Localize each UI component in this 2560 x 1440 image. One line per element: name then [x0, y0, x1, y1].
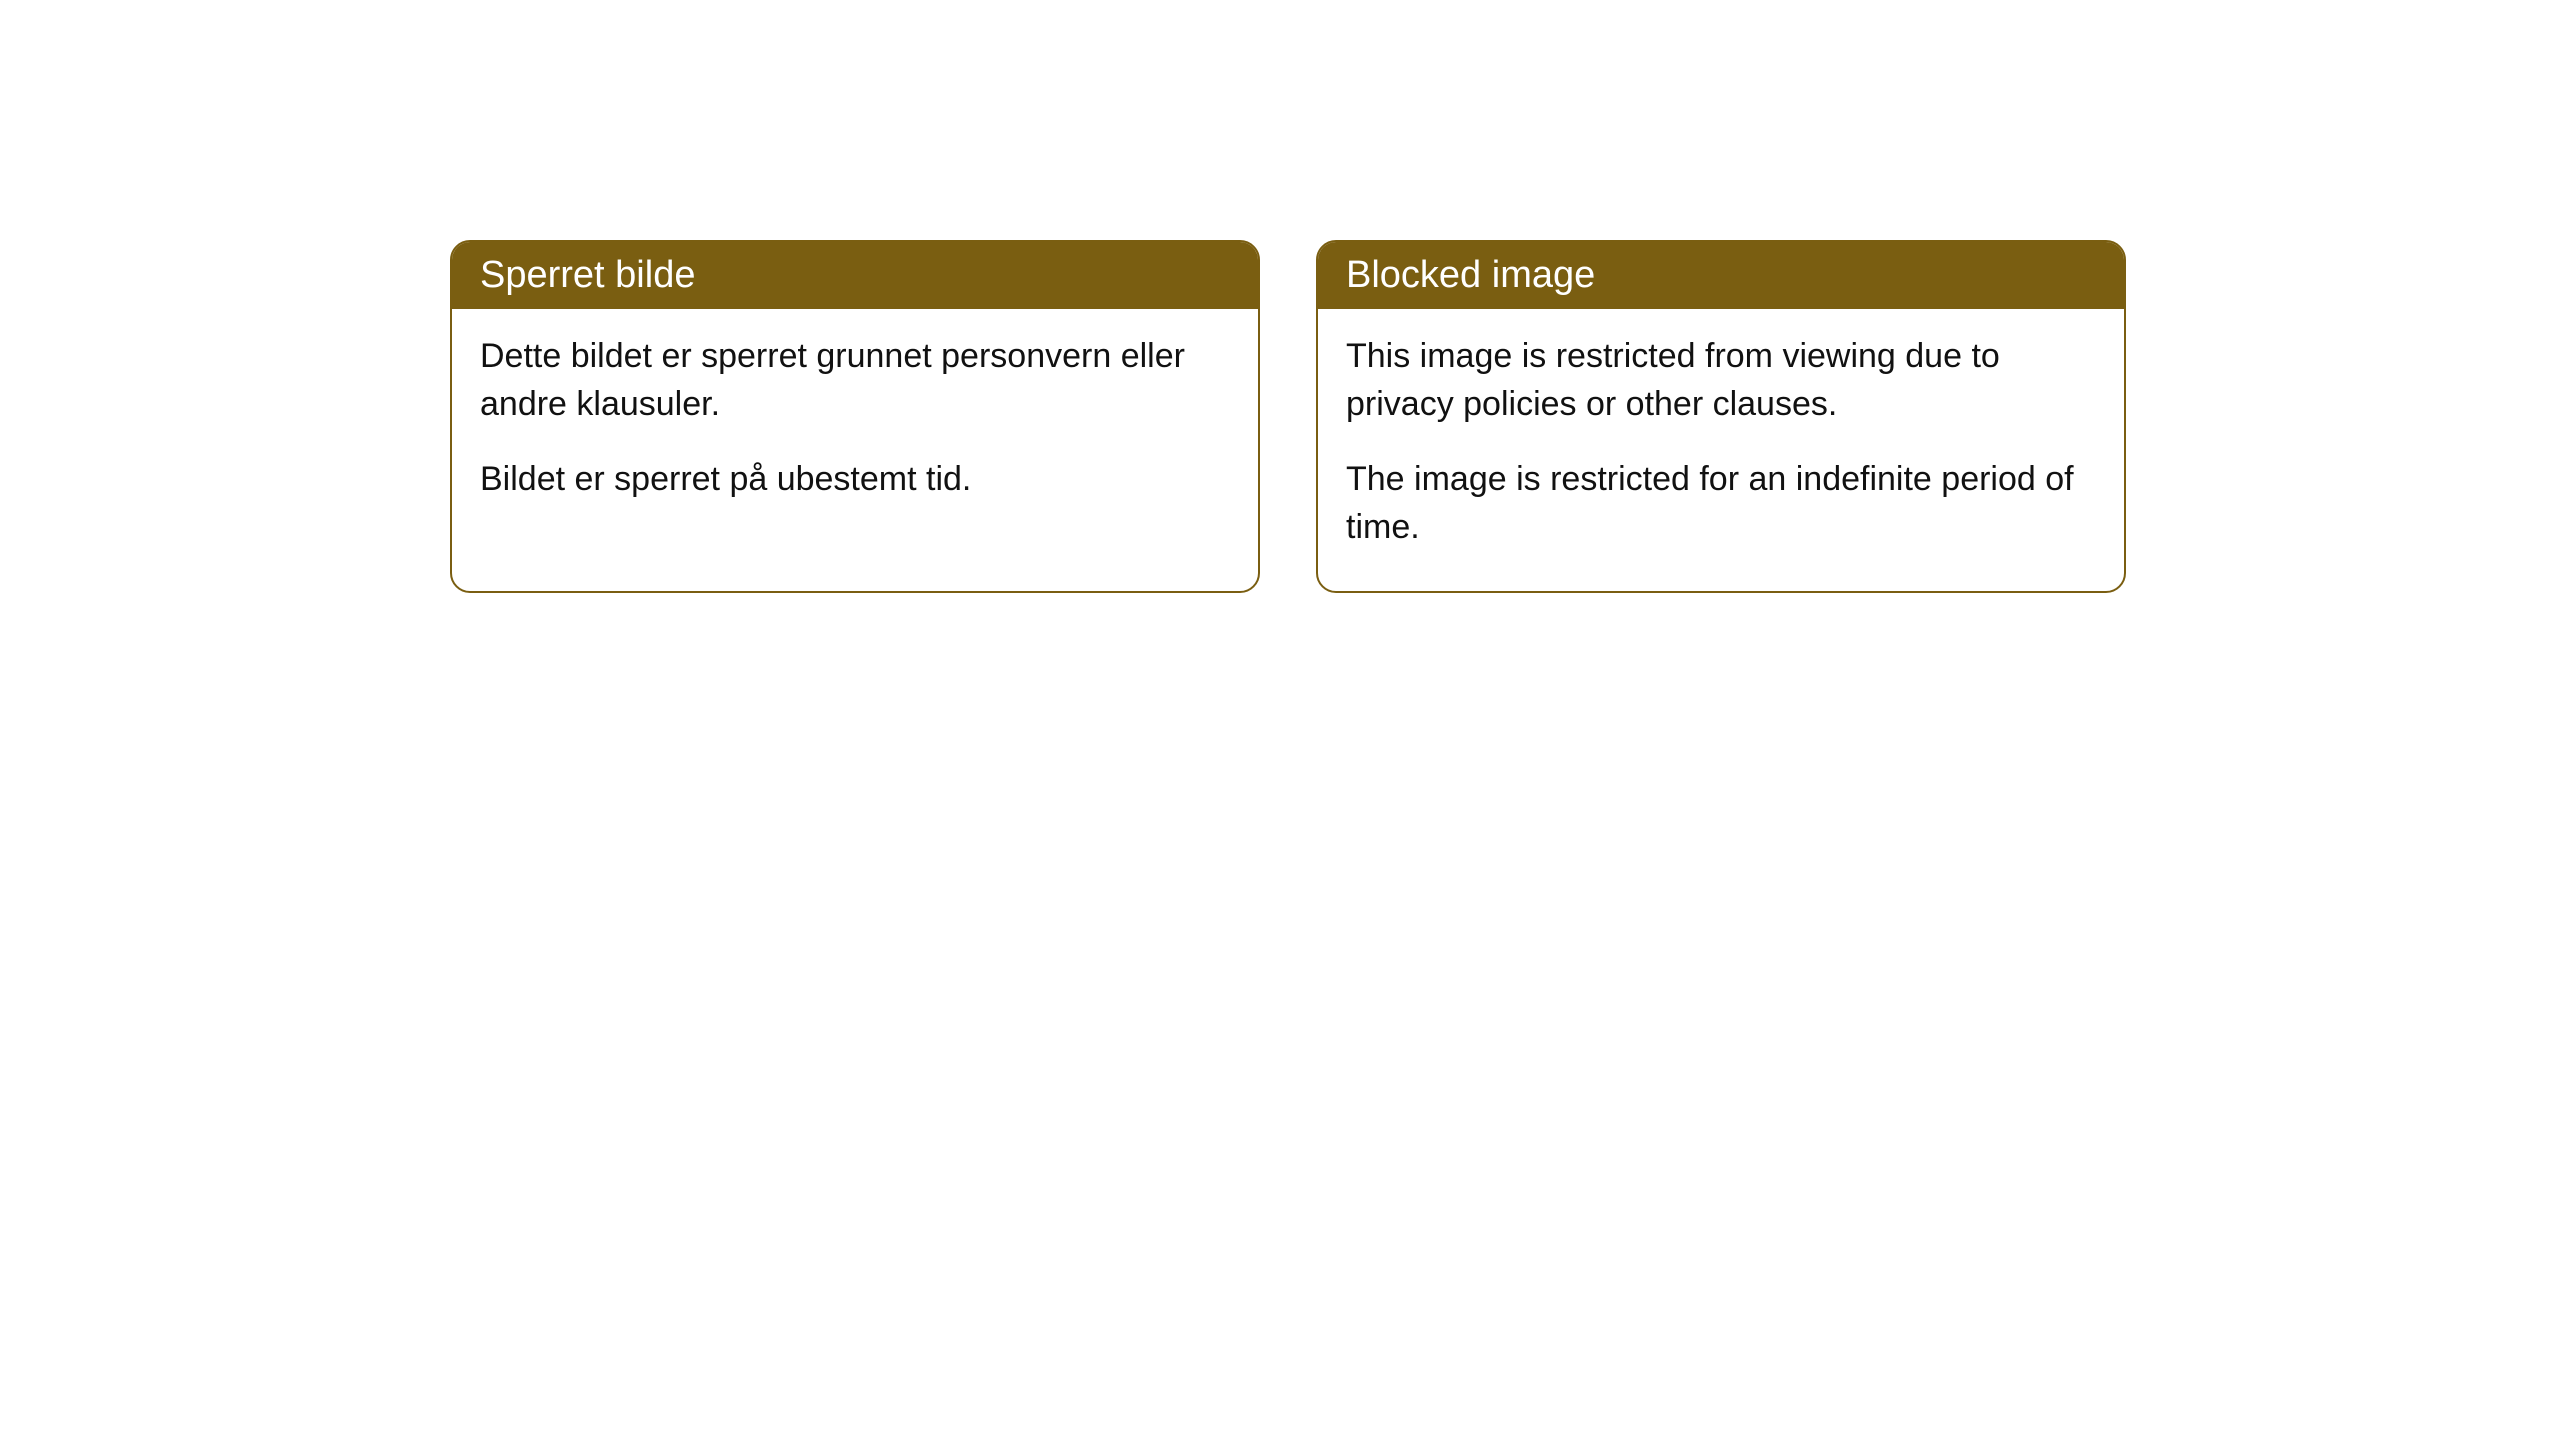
card-english: Blocked image This image is restricted f…: [1316, 240, 2126, 593]
card-header: Blocked image: [1318, 242, 2124, 309]
card-title: Sperret bilde: [480, 254, 695, 296]
card-paragraph: Dette bildet er sperret grunnet personve…: [480, 333, 1230, 428]
card-paragraph: Bildet er sperret på ubestemt tid.: [480, 456, 1230, 504]
card-body: This image is restricted from viewing du…: [1318, 309, 2124, 591]
card-norwegian: Sperret bilde Dette bildet er sperret gr…: [450, 240, 1260, 593]
cards-container: Sperret bilde Dette bildet er sperret gr…: [450, 240, 2126, 593]
card-body: Dette bildet er sperret grunnet personve…: [452, 309, 1258, 544]
card-paragraph: The image is restricted for an indefinit…: [1346, 456, 2096, 551]
card-header: Sperret bilde: [452, 242, 1258, 309]
card-paragraph: This image is restricted from viewing du…: [1346, 333, 2096, 428]
card-title: Blocked image: [1346, 254, 1595, 296]
